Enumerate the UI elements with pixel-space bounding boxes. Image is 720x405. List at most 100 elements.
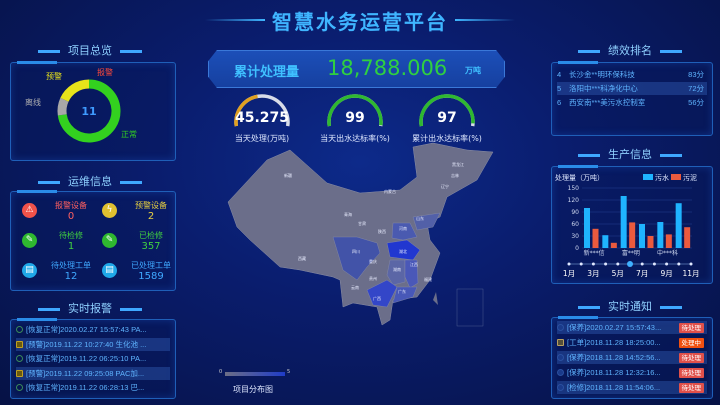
map-scale-min: 0 [219,369,223,375]
bar-污泥[interactable] [647,236,654,248]
map-province-label: 广东 [398,288,406,294]
timeline-dot[interactable] [665,262,669,266]
notice-status-badge[interactable]: 待处理 [678,322,704,333]
alarm-item[interactable]: [预警]2019.11.22 10:27:40 生化池 ... [16,337,170,351]
donut-segment-2[interactable] [60,79,90,102]
map-province-label: 吉林 [451,172,459,178]
timeline-dot[interactable] [567,262,571,266]
bar-污水[interactable] [657,222,664,248]
gauge-0 [234,94,290,127]
map-region-guangxi[interactable] [366,279,398,308]
ops-value: 2 [147,211,155,222]
donut-segment-1[interactable] [57,97,69,116]
notice-status-badge[interactable]: 待处理 [678,367,704,378]
alarm-text: [恢复正常]2020.02.27 15:57:43 PA... [26,325,147,334]
alarm-item[interactable]: [恢复正常]2019.11.22 06:25:10 PA... [16,352,170,365]
timeline-dot[interactable] [579,262,583,266]
timeline-dot[interactable] [689,262,693,266]
x-category-label: 富**明 [622,249,640,257]
notice-status-badge[interactable]: 待处理 [678,352,704,363]
gauge-2 [419,94,475,127]
repair-icon [557,384,564,391]
alarm-item[interactable]: [恢复正常]2019.11.22 06:28:13 巴... [16,381,170,394]
ops-label: 已检修 [139,231,163,240]
gauge-fill [234,94,258,127]
bar-污水[interactable] [675,203,682,248]
map-province-label: 辽宁 [441,183,449,189]
map-region-jiangxi[interactable] [404,259,419,289]
bar-污水[interactable] [620,196,627,248]
alarm-item[interactable]: [恢复正常]2020.02.27 15:57:43 PA... [16,323,170,336]
map-province-label: 江西 [410,261,418,267]
section-title-ranking: 绩效排名 [545,42,715,58]
map-region-hunan[interactable] [386,259,406,286]
notices-title: 实时通知 [608,300,652,313]
timeline-dot[interactable] [604,262,608,266]
map-region-henan[interactable] [391,222,418,241]
notice-item[interactable]: [保养]2020.02.27 15:57:43... 待处理 [557,321,707,334]
notice-item[interactable]: [工单]2018.11.28 18:25:00... 处理中 [557,336,707,349]
donut-segment-0[interactable] [57,79,121,143]
gauge-1 [327,94,383,127]
ranking-item[interactable]: 6 西安南***美污水控制室 56分 [557,96,707,109]
map-province-label: 湖南 [393,266,401,272]
ops-value: 1589 [138,271,164,282]
warning-icon [16,340,23,348]
notice-status-badge[interactable]: 待处理 [678,382,704,393]
bar-污泥[interactable] [665,234,672,248]
bar-污泥[interactable] [592,228,599,248]
timeline-dot[interactable] [677,262,681,266]
chart-ylabel: 处理量（万吨） [555,173,604,182]
notice-list[interactable]: [保养]2020.02.27 15:57:43... 待处理 [工单]2018.11… [551,316,713,399]
map-province-label: 黑龙江 [452,161,464,167]
legend-label: 污泥 [683,174,697,182]
map-region-hubei[interactable] [386,239,421,261]
legend-swatch [671,174,681,180]
bar-污泥[interactable] [629,222,636,248]
document-icon: ▤ [102,263,117,278]
map-region-sichuan[interactable] [332,236,381,281]
section-title-production: 生产信息 [545,146,715,162]
map-province-label: 福建 [424,276,432,282]
map-region-shandong[interactable] [412,212,441,231]
map-taiwan[interactable] [433,292,438,305]
section-title-overview: 项目总览 [5,42,175,58]
production-title: 生产信息 [608,148,652,161]
timeline-dot[interactable] [627,261,633,267]
alarm-list[interactable]: [恢复正常]2020.02.27 15:57:43 PA... [预警]2019.… [10,318,176,399]
notice-text: [工单]2018.11.28 18:25:00... [567,338,661,347]
map-region-guangdong[interactable] [392,286,418,304]
timeline-dot[interactable] [652,262,656,266]
timeline-label: 1月 [563,269,575,278]
notice-item[interactable]: [保养]2018.11.28 14:52:56... 待处理 [557,351,707,364]
map-china-outline[interactable] [227,142,494,326]
ranking-item[interactable]: 5 洛阳中***科净化中心 72分 [557,82,707,95]
timeline-dot[interactable] [640,262,644,266]
bar-污泥[interactable] [684,227,691,248]
gauge-value: 99 [345,110,365,126]
bar-污水[interactable] [602,235,609,248]
donut-label: 预警 [46,71,62,81]
ranking-item[interactable]: 4 长沙金**明环保科技 83分 [557,68,707,81]
timeline-dot[interactable] [616,262,620,266]
alarm-item[interactable]: [预警]2019.11.22 09:25:08 PAC加... [16,366,170,380]
check-icon [16,326,23,333]
timeline-dot[interactable] [591,262,595,266]
status-donut-chart: 正常 离线 预警 报警 11 [25,67,137,143]
section-title-notices: 实时通知 [545,298,715,314]
bar-污水[interactable] [584,208,590,248]
bar-污水[interactable] [639,224,645,248]
overview-title: 项目总览 [68,44,112,57]
x-category-label: 中***科 [657,249,678,257]
notice-item[interactable]: [检修]2018.11.28 11:54:06... 待处理 [557,381,707,394]
bar-污泥[interactable] [610,242,617,248]
overview-panel: 正常 离线 预警 报警 11 [10,61,176,161]
notice-item[interactable]: [保养]2018.11.28 12:32:16... 待处理 [557,366,707,379]
notice-status-badge[interactable]: 处理中 [678,337,704,348]
legend-swatch [643,174,653,180]
map-province-label: 广西 [373,295,381,301]
map-province-label: 青海 [344,211,352,217]
document-icon [557,339,564,346]
title-decoration-left [205,19,265,21]
